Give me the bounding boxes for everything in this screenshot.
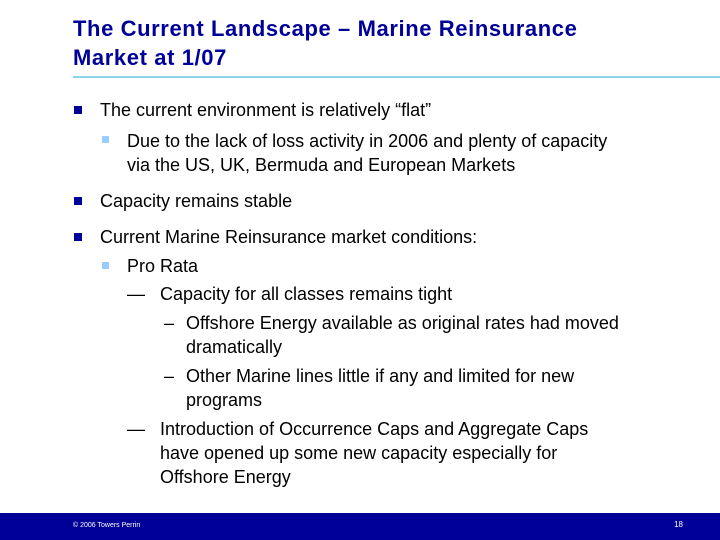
en-dash-marker: – — [164, 313, 175, 333]
square-bullet-icon — [74, 106, 82, 114]
square-bullet-icon — [74, 233, 82, 241]
bullet-text: Current Marine Reinsurance market condit… — [100, 227, 478, 247]
bullet-text: The current environment is relatively “f… — [100, 100, 432, 120]
level3-text-continued: have opened up some new capacity especia… — [160, 443, 558, 463]
bullet-text: Capacity remains stable — [100, 191, 293, 211]
level4-text: Other Marine lines little if any and lim… — [186, 366, 575, 386]
level4-text-continued: programs — [186, 390, 263, 410]
title-line-2: Market at 1/07 — [73, 45, 227, 70]
square-bullet-icon — [102, 262, 109, 269]
sub-bullet-text: Pro Rata — [127, 256, 199, 276]
slide-title: The Current Landscape – Marine Reinsuran… — [73, 14, 693, 72]
square-bullet-icon — [102, 136, 109, 143]
copyright-text: © 2006 Towers Perrin — [73, 522, 141, 529]
level3-text: Introduction of Occurrence Caps and Aggr… — [160, 419, 589, 439]
page-number: 18 — [674, 520, 683, 529]
level3-text-continued: Offshore Energy — [160, 467, 291, 487]
level4-text-continued: dramatically — [186, 337, 283, 357]
sub-bullet-text: Due to the lack of loss activity in 2006… — [127, 131, 608, 151]
level3-text: Capacity for all classes remains tight — [160, 284, 453, 304]
title-line-1: The Current Landscape – Marine Reinsuran… — [73, 16, 578, 41]
sub-bullet-text-continued: via the US, UK, Bermuda and European Mar… — [127, 155, 516, 175]
em-dash-marker: — — [127, 419, 145, 439]
level4-text: Offshore Energy available as original ra… — [186, 313, 619, 333]
square-bullet-icon — [74, 197, 82, 205]
title-divider — [73, 76, 720, 78]
em-dash-marker: — — [127, 284, 145, 304]
en-dash-marker: – — [164, 366, 175, 386]
footer-bar: © 2006 Towers Perrin 18 — [0, 513, 720, 540]
